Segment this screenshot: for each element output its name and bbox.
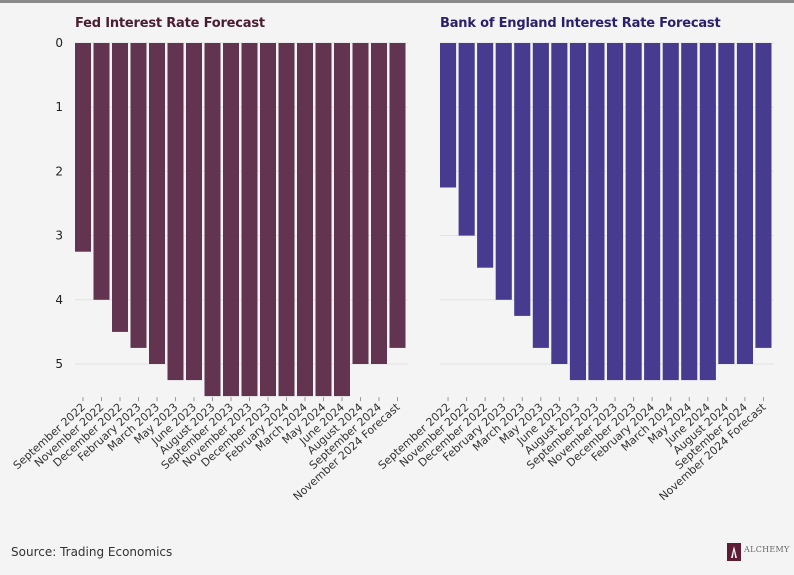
boe-bar — [495, 43, 512, 300]
y-tick-label: 5 — [55, 357, 63, 371]
fed-bar — [204, 43, 221, 397]
y-tick-label: 1 — [55, 100, 63, 114]
boe-bar — [625, 43, 642, 381]
fed-bar — [130, 43, 147, 348]
boe-bar — [662, 43, 679, 381]
logo-mark-icon — [727, 543, 741, 561]
boe-bar — [440, 43, 457, 188]
boe-bar — [551, 43, 568, 364]
fed-bar — [278, 43, 295, 397]
fed-bar — [167, 43, 184, 381]
boe-bar — [755, 43, 772, 348]
fed-bar — [75, 43, 91, 252]
fed-bar — [149, 43, 165, 364]
boe-bar — [569, 43, 586, 381]
boe-bar — [699, 43, 716, 381]
y-tick-label: 3 — [55, 229, 63, 243]
boe-bar — [588, 43, 605, 381]
fed-bar — [371, 43, 387, 364]
fed-bar — [241, 43, 258, 397]
fed-bar — [223, 43, 239, 397]
y-tick-label: 2 — [55, 164, 63, 178]
y-tick-label: 0 — [55, 36, 63, 50]
fed-bar — [112, 43, 128, 332]
fed-bar — [352, 43, 369, 364]
y-tick-label: 4 — [55, 293, 63, 307]
fed-bar — [389, 43, 406, 348]
boe-bar — [718, 43, 735, 364]
boe-bar — [532, 43, 549, 348]
boe-bar — [607, 43, 624, 381]
fed-bar — [315, 43, 332, 397]
boe-bar — [736, 43, 753, 364]
boe-chart-title: Bank of England Interest Rate Forecast — [440, 16, 721, 31]
logo-text: ALCHEMY — [744, 545, 790, 554]
fed-bar — [93, 43, 110, 300]
top-rule — [0, 0, 794, 3]
fed-bar — [260, 43, 276, 397]
boe-bar — [477, 43, 494, 268]
source-note: Source: Trading Economics — [11, 545, 173, 559]
alchemy-logo: ALCHEMY — [727, 543, 790, 563]
boe-bar — [681, 43, 698, 381]
fed-bar — [186, 43, 202, 381]
boe-bar — [644, 43, 661, 381]
fed-chart-title: Fed Interest Rate Forecast — [75, 16, 265, 31]
boe-bar — [458, 43, 475, 236]
fed-bar — [297, 43, 313, 397]
boe-bar — [514, 43, 531, 316]
fed-bar — [334, 43, 350, 397]
